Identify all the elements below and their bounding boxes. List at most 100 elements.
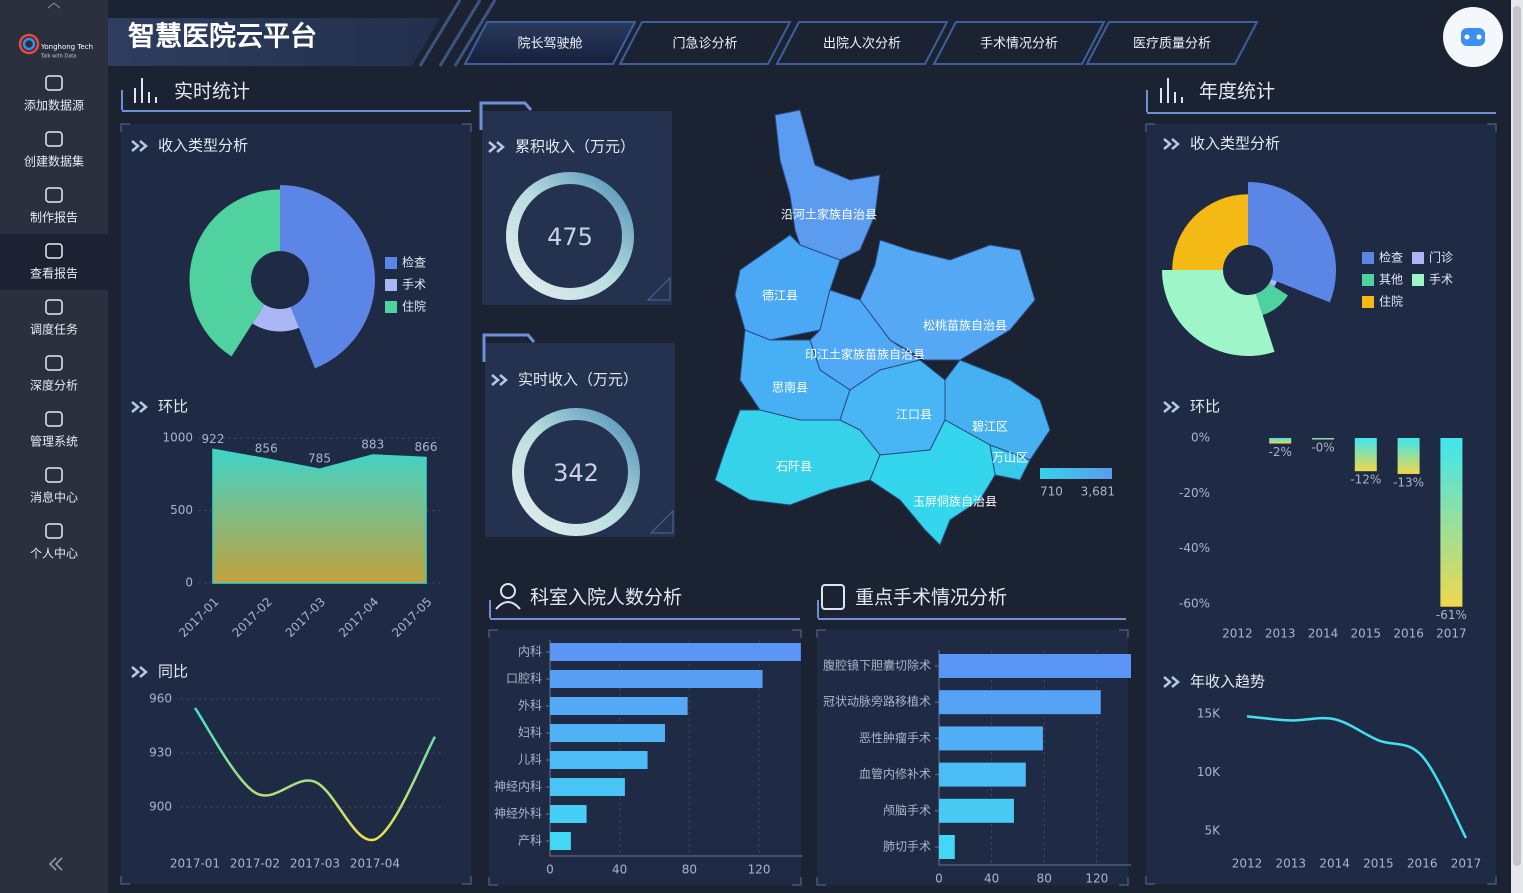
- y-tick-label: 颅脑手术: [883, 803, 931, 817]
- bar: [1440, 437, 1463, 607]
- title-block: [108, 18, 440, 66]
- logo-slogan: Talk with Data: [40, 54, 76, 60]
- tab[interactable]: [775, 21, 949, 65]
- menu-icon: [45, 187, 63, 203]
- pie-slice: [1255, 283, 1288, 316]
- bar: [550, 778, 625, 796]
- legend-label: 住院: [1379, 295, 1403, 309]
- tab-label[interactable]: 医疗质量分析: [1133, 37, 1211, 52]
- tab-label[interactable]: 门急诊分析: [672, 37, 737, 52]
- x-tick-label: 2017: [1451, 857, 1482, 871]
- menu-item[interactable]: 添加数据源: [24, 98, 84, 113]
- menu-item[interactable]: 管理系统: [30, 434, 78, 449]
- panel-corner: [646, 276, 674, 534]
- chart-title: 科室入院人数分析: [530, 587, 682, 609]
- scrollbar-thumb[interactable]: [1513, 6, 1521, 866]
- assistant-icon: [1461, 28, 1485, 46]
- region-label: 德江县: [762, 288, 798, 303]
- axis: [938, 650, 1131, 866]
- menu-item[interactable]: 制作报告: [30, 210, 78, 225]
- visual-map-min: 710: [1040, 485, 1063, 499]
- legend-swatch: [385, 257, 397, 269]
- x-tick-label: 2017-01: [170, 857, 220, 871]
- y-tick-label: 血管内修补术: [859, 766, 931, 781]
- pie-slice: [252, 304, 299, 332]
- logo-ring: [18, 33, 40, 55]
- tab[interactable]: [463, 21, 637, 65]
- bar: [939, 690, 1101, 715]
- tab-label[interactable]: 出院人次分析: [823, 36, 901, 52]
- y-tick-label: 儿科: [518, 753, 542, 767]
- tab[interactable]: [932, 21, 1106, 65]
- section-line: [1146, 90, 1496, 114]
- pie-slice: [1172, 194, 1248, 270]
- y-tick-label: 960: [149, 692, 172, 706]
- pie-slice: [1162, 270, 1275, 356]
- pie-slice: [280, 184, 376, 369]
- title-chevron: [131, 401, 148, 413]
- menu-item[interactable]: 查看报告: [30, 266, 78, 281]
- menu-item[interactable]: 创建数据集: [24, 154, 84, 169]
- section-icon: [500, 583, 516, 599]
- region-label: 沿河土家族自治县: [781, 207, 877, 222]
- tab-label[interactable]: 院长驾驶舱: [517, 37, 582, 52]
- y-tick-label: 神经外科: [494, 807, 542, 821]
- map-region[interactable]: [774, 109, 881, 261]
- assistant-eye: [1464, 34, 1470, 40]
- title-chevron: [131, 140, 148, 152]
- x-tick-label: 2015: [1363, 857, 1394, 871]
- legend-swatch: [1412, 252, 1424, 264]
- tab[interactable]: [618, 21, 792, 65]
- menu-icon: [45, 355, 63, 371]
- map-region[interactable]: [869, 419, 996, 546]
- data-label: -2%: [1269, 445, 1292, 459]
- x-tick-label: 0: [546, 863, 554, 877]
- bar: [1354, 437, 1377, 472]
- assistant-eye: [1476, 34, 1482, 40]
- y-tick-label: 产科: [518, 834, 542, 848]
- x-tick-label: 120: [1085, 872, 1108, 886]
- y-tick-label: 1000: [162, 431, 193, 445]
- sidebar: [0, 0, 108, 893]
- data-label: -0%: [1311, 441, 1334, 455]
- bar: [550, 751, 648, 769]
- y-tick-label: 外科: [518, 699, 542, 713]
- x-tick-label: 120: [748, 863, 771, 877]
- y-tick-label: 肺切手术: [883, 840, 931, 854]
- region-label: 松桃苗族自治县: [923, 318, 1007, 333]
- menu-icon: [45, 299, 63, 315]
- panel-corner: [479, 101, 533, 130]
- menu-item[interactable]: 深度分析: [30, 378, 78, 393]
- chart-title: 收入类型分析: [1190, 135, 1280, 153]
- legend-swatch: [1412, 274, 1424, 286]
- legend-swatch: [1362, 252, 1374, 264]
- bar: [550, 670, 763, 688]
- y-tick-label: 恶性肿瘤手术: [859, 730, 931, 745]
- menu-item[interactable]: 个人中心: [30, 546, 78, 561]
- menu-item[interactable]: 消息中心: [30, 490, 78, 505]
- y-tick-label: -20%: [1179, 486, 1210, 500]
- line: [193, 707, 437, 842]
- visual-map-max: 3,681: [1081, 485, 1115, 499]
- chart-title: 年收入趋势: [1190, 673, 1265, 691]
- menu-icon: [45, 243, 63, 259]
- collapse-up[interactable]: [47, 2, 61, 9]
- section-title: 年度统计: [1199, 81, 1275, 103]
- tab[interactable]: [1085, 21, 1259, 65]
- tab-label[interactable]: 手术情况分析: [980, 37, 1058, 52]
- data-label: 922: [202, 432, 225, 446]
- x-tick-label: 2013: [1265, 627, 1296, 641]
- bar: [550, 805, 587, 823]
- x-tick-label: 80: [1037, 872, 1052, 886]
- gauge-value: 475: [547, 223, 593, 251]
- data-label: -12%: [1350, 473, 1381, 487]
- collapse-sidebar[interactable]: [48, 857, 63, 871]
- menu-item[interactable]: 调度任务: [30, 322, 78, 337]
- legend-label: 手术: [1429, 273, 1453, 287]
- x-tick-label: 2015: [1351, 627, 1382, 641]
- y-tick-label: 内科: [518, 645, 542, 659]
- region-label: 碧江区: [972, 420, 1008, 434]
- x-tick-label: 2012: [1232, 857, 1263, 871]
- title-chevron: [131, 666, 148, 678]
- chart-title: 同比: [158, 663, 188, 681]
